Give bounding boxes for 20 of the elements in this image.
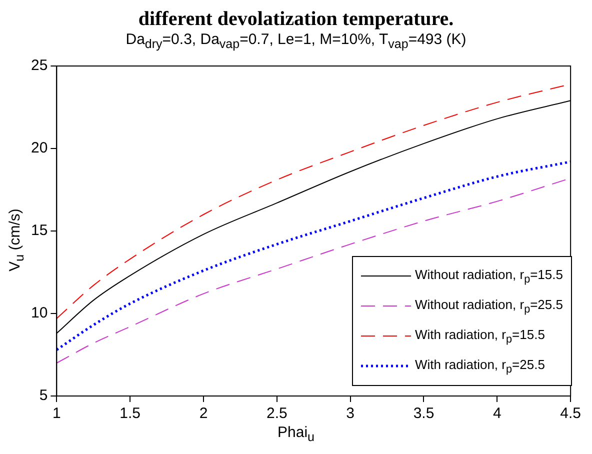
y-tick-label: 15 [30,222,48,240]
x-tick-label: 4.5 [560,405,582,422]
legend-label: Without radiation, r$_{p}$=25.5 [414,296,563,316]
legend-label: Without radiation, r$_{p}$=15.5 [414,266,563,286]
chart-title: different devolatization temperature. [137,8,455,30]
x-tick-label: 3.5 [413,405,434,422]
y-tick-label: 10 [30,304,48,322]
legend-label: With radiation, r$_{p}$=25.5 [414,356,545,376]
x-tick-label: 1 [52,405,61,422]
legend-label: With radiation, r$_{p}$=15.5 [414,326,545,346]
x-tick-label: 2.5 [266,405,288,422]
y-tick-label: 5 [39,387,48,404]
x-tick-label: 4 [492,405,502,422]
x-tick-label: 1.5 [120,405,141,422]
x-axis-title: Phai$_{u}$ [276,424,316,444]
x-tick-label: 2 [199,405,208,422]
chart-subtitle: Da$_{dry}$=0.3, Da$_{vap}$=0.7, Le=1, M=10%, T$_{vap}$=493 (K) [124,30,468,53]
y-tick-label: 25 [30,57,48,74]
x-tick-label: 3 [346,405,355,422]
y-tick-label: 20 [30,140,48,157]
